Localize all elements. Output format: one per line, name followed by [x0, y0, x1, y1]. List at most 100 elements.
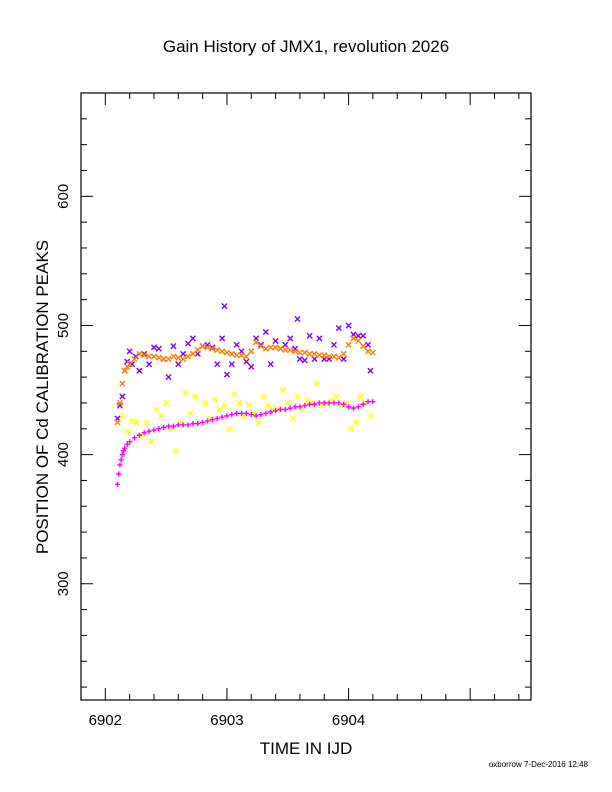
data-point: [238, 410, 245, 416]
data-point: [155, 354, 162, 361]
data-point: [333, 393, 340, 400]
data-point: [128, 361, 136, 368]
plot-frame: [80, 92, 532, 701]
data-point: [367, 412, 374, 419]
data-point: [117, 462, 123, 468]
data-point: [302, 402, 308, 409]
data-point: [195, 421, 201, 427]
data-point: [301, 349, 308, 356]
data-point: [233, 352, 240, 359]
data-point: [127, 439, 133, 445]
data-point: [221, 402, 228, 409]
data-point: [255, 419, 262, 426]
data-point: [253, 339, 260, 346]
data-point: [165, 423, 172, 429]
data-point: [350, 405, 357, 411]
data-point: [253, 413, 259, 419]
y-axis-label: POSITION OF Cd CALIBRATION PEAKS: [33, 240, 52, 554]
data-point: [165, 374, 172, 381]
data-point: [291, 348, 299, 355]
data-point: [294, 393, 301, 400]
data-point: [175, 361, 182, 368]
data-point: [248, 363, 255, 370]
series-1: [114, 335, 376, 426]
data-point: [228, 350, 235, 357]
data-point: [223, 349, 231, 356]
data-point: [221, 303, 228, 310]
data-point: [116, 471, 122, 477]
axis-tick-labels: 6902 6903 6904 300 400 500 600: [55, 184, 365, 729]
data-point: [311, 355, 318, 363]
data-point: [121, 367, 128, 374]
data-point: [124, 428, 131, 435]
data-point: [287, 335, 294, 342]
data-point: [316, 400, 322, 406]
data-point: [243, 358, 250, 365]
data-point: [340, 355, 347, 363]
data-point: [170, 423, 177, 429]
x-tick-label: 6903: [210, 712, 243, 729]
data-point: [146, 353, 153, 360]
data-point: [336, 400, 342, 406]
y-tick-label: 500: [55, 313, 72, 338]
data-point: [126, 348, 133, 355]
data-point: [116, 399, 124, 407]
data-point: [350, 335, 357, 342]
data-point: [296, 349, 304, 356]
data-point: [150, 344, 158, 351]
data-point: [365, 399, 371, 405]
data-point: [268, 409, 274, 415]
data-point: [224, 413, 230, 419]
data-point: [209, 344, 216, 351]
data-point: [151, 427, 157, 433]
data-point: [236, 399, 243, 407]
data-point: [234, 410, 240, 416]
data-point: [182, 389, 189, 396]
data-point: [321, 352, 328, 359]
data-point: [340, 350, 347, 357]
data-point: [263, 410, 269, 416]
series-3: [114, 399, 376, 487]
data-point: [180, 355, 187, 363]
data-point: [282, 346, 289, 354]
data-point: [214, 415, 220, 422]
data-point: [141, 430, 147, 436]
data-point: [131, 355, 138, 363]
data-point: [360, 332, 367, 339]
data-point: [277, 345, 284, 352]
data-point: [172, 447, 179, 454]
data-point: [141, 350, 148, 357]
data-point: [335, 324, 342, 332]
data-point: [216, 406, 223, 413]
data-point: [364, 341, 372, 348]
data-point: [211, 395, 218, 403]
data-point: [209, 345, 216, 352]
data-point: [204, 418, 211, 424]
data-point: [185, 422, 191, 428]
data-point: [292, 404, 298, 410]
data-point: [143, 419, 150, 426]
x-tick-label: 6902: [89, 712, 122, 729]
data-point: [267, 344, 274, 351]
data-point: [287, 346, 294, 354]
data-point: [184, 340, 192, 347]
data-point: [170, 343, 177, 350]
data-point: [226, 425, 233, 432]
data-point: [184, 353, 192, 360]
data-point: [357, 393, 364, 400]
data-point: [248, 411, 254, 418]
data-point: [136, 350, 143, 357]
data-point: [321, 400, 327, 406]
data-point: [160, 355, 167, 363]
y-tick-label: 300: [55, 571, 72, 596]
data-point: [279, 386, 286, 394]
data-point: [294, 315, 301, 323]
data-point: [297, 404, 303, 410]
data-point: [133, 419, 141, 426]
data-point: [341, 401, 347, 407]
data-point: [272, 344, 279, 351]
data-point: [330, 341, 338, 348]
data-point: [360, 401, 366, 407]
data-point: [282, 341, 289, 348]
data-point: [214, 346, 221, 354]
